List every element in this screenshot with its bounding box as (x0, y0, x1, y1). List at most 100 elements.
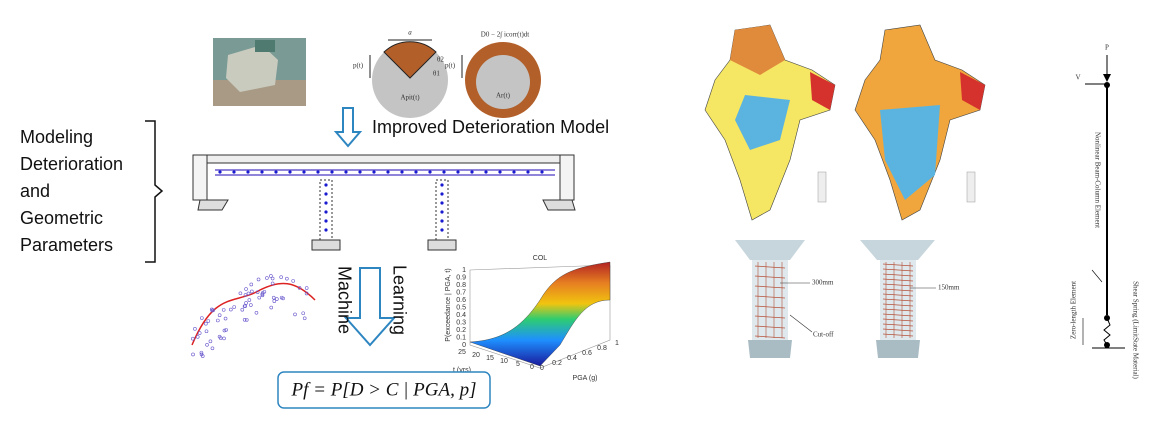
node (414, 170, 418, 174)
point (206, 319, 211, 323)
formula: Pf = P[D > C | PGA, p] (291, 379, 477, 400)
hoop (754, 275, 786, 279)
node (316, 170, 320, 174)
side-label: Geometric (20, 208, 103, 228)
node (288, 170, 292, 174)
tick-label: 1 (462, 267, 466, 274)
arrow (343, 267, 397, 347)
point (262, 289, 267, 294)
tick-label: 0.2 (456, 327, 466, 334)
point (275, 297, 279, 301)
point (216, 318, 220, 323)
point (197, 331, 202, 335)
node (440, 210, 444, 214)
node (512, 170, 516, 174)
hoop (882, 268, 914, 272)
point (257, 295, 262, 300)
tick-label: 0.4 (456, 312, 466, 319)
node (428, 170, 432, 174)
point (260, 293, 265, 298)
side-label: Modeling (20, 127, 93, 147)
point (244, 287, 248, 291)
point (301, 311, 306, 316)
surface-plot (469, 261, 611, 369)
point (272, 299, 277, 303)
node (232, 170, 236, 174)
tick-label: 10 (500, 358, 508, 365)
hoop (754, 335, 786, 339)
arrow (333, 107, 363, 148)
node (358, 170, 362, 174)
tick-label: 25 (458, 349, 466, 356)
title: Improved Deterioration Model (372, 117, 609, 137)
tick-label: 0.8 (456, 282, 466, 289)
node (344, 170, 348, 174)
formula-box (277, 371, 491, 409)
label: Machine (334, 266, 354, 334)
point (254, 310, 259, 315)
point (249, 303, 253, 307)
hoop (882, 323, 914, 327)
point (269, 274, 273, 278)
tick-label: 20 (472, 352, 480, 359)
hoop (754, 315, 786, 319)
point (191, 336, 195, 341)
label: Learning (389, 265, 409, 335)
point (279, 295, 284, 300)
node (302, 170, 306, 174)
node (218, 170, 222, 174)
point (293, 312, 297, 317)
node (484, 170, 488, 174)
point (204, 329, 209, 334)
label: V (1075, 74, 1080, 82)
tick-label: 0 (530, 364, 534, 371)
axis-label: P(exceedance | PGA, t) (445, 268, 452, 341)
point (217, 313, 222, 318)
node (246, 170, 250, 174)
label: Cut-off (813, 331, 834, 339)
node (260, 170, 264, 174)
point (291, 279, 295, 283)
corrosion-sections (369, 39, 541, 118)
label: θ1 (433, 70, 440, 78)
photo (213, 38, 306, 106)
node (324, 219, 328, 223)
tick-label: 1 (615, 340, 619, 347)
label: Shear Spring (LimitState Material) (1131, 281, 1139, 379)
hoop (882, 298, 914, 302)
point (204, 321, 208, 326)
node (330, 170, 334, 174)
point (209, 307, 214, 312)
tick-label: 15 (486, 355, 494, 362)
node (440, 201, 444, 205)
tick-label: 0.5 (456, 304, 466, 311)
point (250, 289, 254, 294)
label: p(t) (353, 62, 364, 70)
point (255, 290, 260, 294)
hoop (882, 278, 914, 282)
hoop (754, 305, 786, 309)
point (221, 308, 226, 312)
point (222, 328, 227, 333)
label: 300mm (812, 279, 834, 287)
bridge-model (192, 154, 576, 251)
node (324, 183, 328, 187)
label: a (408, 29, 412, 37)
node (324, 201, 328, 205)
point (270, 276, 275, 281)
node (386, 170, 390, 174)
point (224, 328, 228, 332)
tick-label: 0.2 (552, 360, 562, 367)
hoop (882, 318, 914, 322)
label: p(t) (445, 62, 456, 70)
node (526, 170, 530, 174)
hoop (882, 273, 914, 277)
point (232, 305, 237, 309)
point (222, 336, 226, 341)
node (498, 170, 502, 174)
node (324, 228, 328, 232)
label: Zero-length Element (1070, 281, 1078, 339)
point (199, 350, 204, 355)
node (440, 228, 444, 232)
